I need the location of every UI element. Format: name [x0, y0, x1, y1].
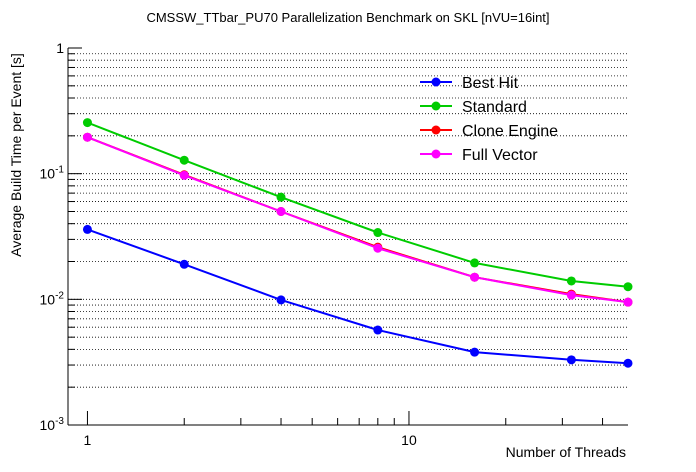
series-line — [87, 228, 629, 365]
series-full-vector — [82, 132, 633, 307]
data-point — [82, 132, 92, 142]
y-tick-label: 10-2 — [40, 290, 65, 307]
data-point — [179, 170, 189, 180]
legend-label: Standard — [462, 99, 527, 116]
series-standard — [82, 118, 633, 292]
data-point — [276, 192, 286, 202]
legend-marker — [431, 149, 441, 159]
data-point — [82, 118, 92, 128]
data-point — [566, 290, 576, 300]
data-point — [623, 282, 633, 292]
legend-marker — [431, 125, 441, 135]
y-tick-label: 1 — [56, 40, 64, 56]
legend-marker — [431, 77, 441, 87]
x-tick-label: 10 — [401, 432, 417, 448]
tick-labels: 1 10 10-3 10-2 10-1 1 — [40, 40, 417, 448]
legend: Best Hit Standard Clone Engine Full Vector — [420, 75, 558, 164]
data-point — [470, 347, 480, 357]
data-point — [179, 259, 189, 269]
legend-label: Full Vector — [462, 147, 538, 164]
x-axis-label: Number of Threads — [506, 444, 626, 460]
series-line — [87, 121, 629, 288]
legend-label: Best Hit — [462, 75, 519, 92]
gridlines — [68, 53, 628, 388]
data-series — [82, 118, 633, 368]
data-point — [566, 355, 576, 365]
y-axis-label: Average Build Time per Event [s] — [8, 53, 24, 257]
y-tick-label: 10-3 — [40, 416, 65, 433]
data-point — [623, 358, 633, 368]
data-point — [623, 297, 633, 307]
data-point — [373, 228, 383, 238]
data-point — [373, 325, 383, 335]
legend-marker — [431, 101, 441, 111]
data-point — [179, 155, 189, 165]
data-point — [276, 206, 286, 216]
series-clone-engine — [82, 132, 633, 307]
y-tick-label: 10-1 — [40, 165, 65, 182]
x-tick-label: 1 — [84, 432, 92, 448]
legend-label: Clone Engine — [462, 123, 558, 140]
data-point — [82, 224, 92, 234]
data-point — [276, 295, 286, 305]
series-best-hit — [82, 224, 633, 368]
data-point — [566, 276, 576, 286]
data-point — [470, 258, 480, 268]
data-point — [373, 243, 383, 253]
chart-title: CMSSW_TTbar_PU70 Parallelization Benchma… — [146, 10, 549, 25]
data-point — [470, 272, 480, 282]
axes — [67, 47, 628, 426]
